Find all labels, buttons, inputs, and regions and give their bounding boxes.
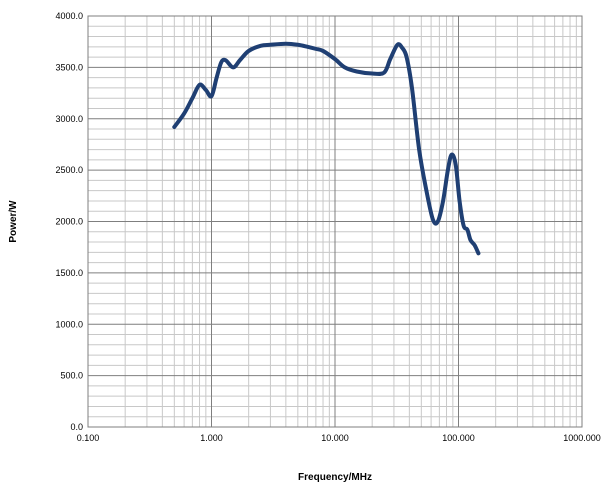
y-tick-label: 3500.0 bbox=[55, 62, 83, 72]
x-tick-label: 10.000 bbox=[321, 433, 349, 443]
x-tick-label: 1.000 bbox=[200, 433, 223, 443]
x-tick-label: 1000.000 bbox=[563, 433, 601, 443]
x-axis-title: Frequency/MHz bbox=[298, 472, 372, 483]
y-tick-label: 2500.0 bbox=[55, 165, 83, 175]
y-tick-label: 2000.0 bbox=[55, 217, 83, 227]
y-tick-label: 500.0 bbox=[60, 371, 83, 381]
y-tick-labels: 0.0 500.0 1000.0 1500.0 2000.0 2500.0 3000.0 35… bbox=[55, 11, 83, 432]
y-axis-title: Power/W bbox=[8, 200, 19, 243]
y-tick-label: 1500.0 bbox=[55, 268, 83, 278]
y-tick-label: 0.0 bbox=[70, 422, 83, 432]
y-tick-label: 4000.0 bbox=[55, 11, 83, 21]
x-tick-labels: 0.100 1.000 10.000 100.000 1000.000 bbox=[77, 433, 601, 443]
y-tick-label: 1000.0 bbox=[55, 319, 83, 329]
y-tick-label: 3000.0 bbox=[55, 114, 83, 124]
x-tick-label: 0.100 bbox=[77, 433, 100, 443]
plot-frame bbox=[87, 15, 583, 428]
x-tick-label: 100.000 bbox=[442, 433, 475, 443]
series-line bbox=[172, 41, 481, 256]
